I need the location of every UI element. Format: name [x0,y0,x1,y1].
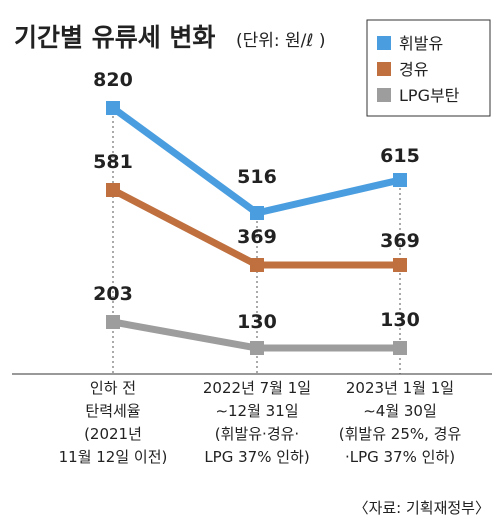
category-label: (2021년 [84,425,142,443]
category-label: ∼12월 31일 [215,402,298,420]
category-label: ·LPG 37% 인하) [345,448,455,466]
category-label: 2023년 1월 1일 [346,379,454,397]
source: 〈자료: 기획재정부〉 [354,499,490,517]
data-point [250,206,264,220]
data-label: 369 [380,230,420,252]
category-label: 탄력세율 [85,402,140,420]
chart-unit: (단위: 원/ℓ ) [236,31,325,51]
data-label: 516 [237,166,277,188]
legend-label: LPG부탄 [399,86,460,105]
data-label: 615 [380,145,420,167]
chart-title: 기간별 유류세 변화 [14,23,215,52]
data-point [106,183,120,197]
legend-label: 경유 [399,60,428,79]
legend-swatch [377,88,391,102]
data-label: 820 [93,69,133,91]
data-point [393,341,407,355]
category-label: (휘발유 25%, 경유 [339,425,462,443]
category-label: (휘발유·경유· [215,425,299,443]
data-point [250,258,264,272]
data-point [106,315,120,329]
category-label: LPG 37% 인하) [204,448,309,466]
category-label: 2022년 7월 1일 [203,379,311,397]
data-label: 130 [380,309,420,331]
data-label: 369 [237,226,277,248]
data-label: 203 [93,283,133,305]
data-point [106,101,120,115]
data-label: 581 [93,151,133,173]
category-label: 인하 전 [90,379,136,397]
legend-label: 휘발유 [399,34,443,53]
data-point [393,173,407,187]
legend-swatch [377,36,391,50]
category-label: 11월 12일 이전) [59,448,168,466]
series-line-0 [110,105,401,217]
data-label: 130 [237,311,277,333]
data-point [393,258,407,272]
category-label: ∼4월 30일 [363,402,437,420]
data-point [250,341,264,355]
legend-swatch [377,62,391,76]
